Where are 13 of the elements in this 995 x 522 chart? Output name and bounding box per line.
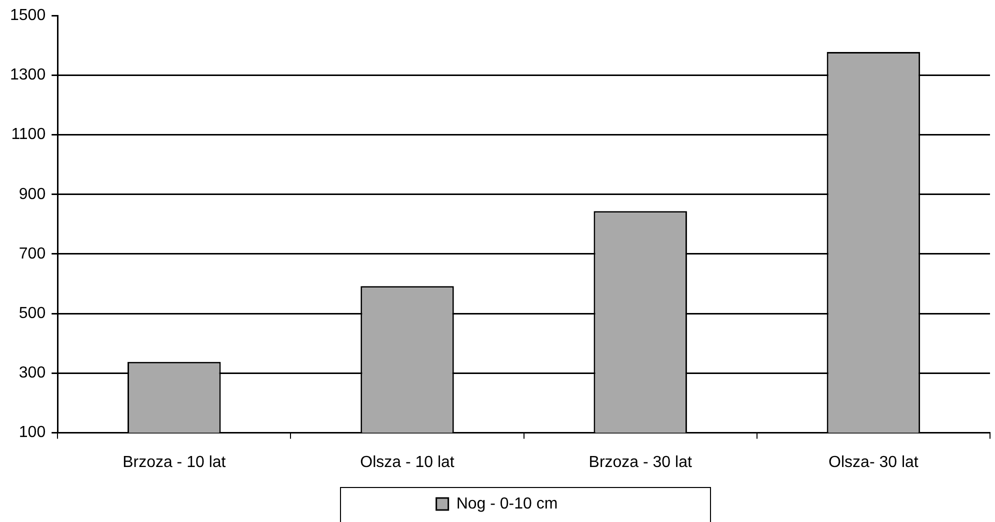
y-tick-label: 1100 <box>11 126 46 144</box>
y-tick-label: 900 <box>18 186 46 203</box>
x-tick-label: Olsza- 30 lat <box>828 454 919 471</box>
x-tick-label: Olsza - 10 lat <box>360 454 455 471</box>
y-tick-label: 700 <box>18 245 46 262</box>
legend-label: Nog - 0-10 cm <box>456 495 558 512</box>
x-tick-label: Brzoza - 30 lat <box>588 454 692 471</box>
x-tick-label: Brzoza - 10 lat <box>122 454 226 471</box>
y-tick-label: 300 <box>18 364 46 382</box>
y-tick-label: 1300 <box>10 66 46 84</box>
y-tick-label: 1500 <box>10 7 46 24</box>
y-tick-label: 100 <box>18 424 46 442</box>
y-tick-label: 500 <box>18 305 46 322</box>
